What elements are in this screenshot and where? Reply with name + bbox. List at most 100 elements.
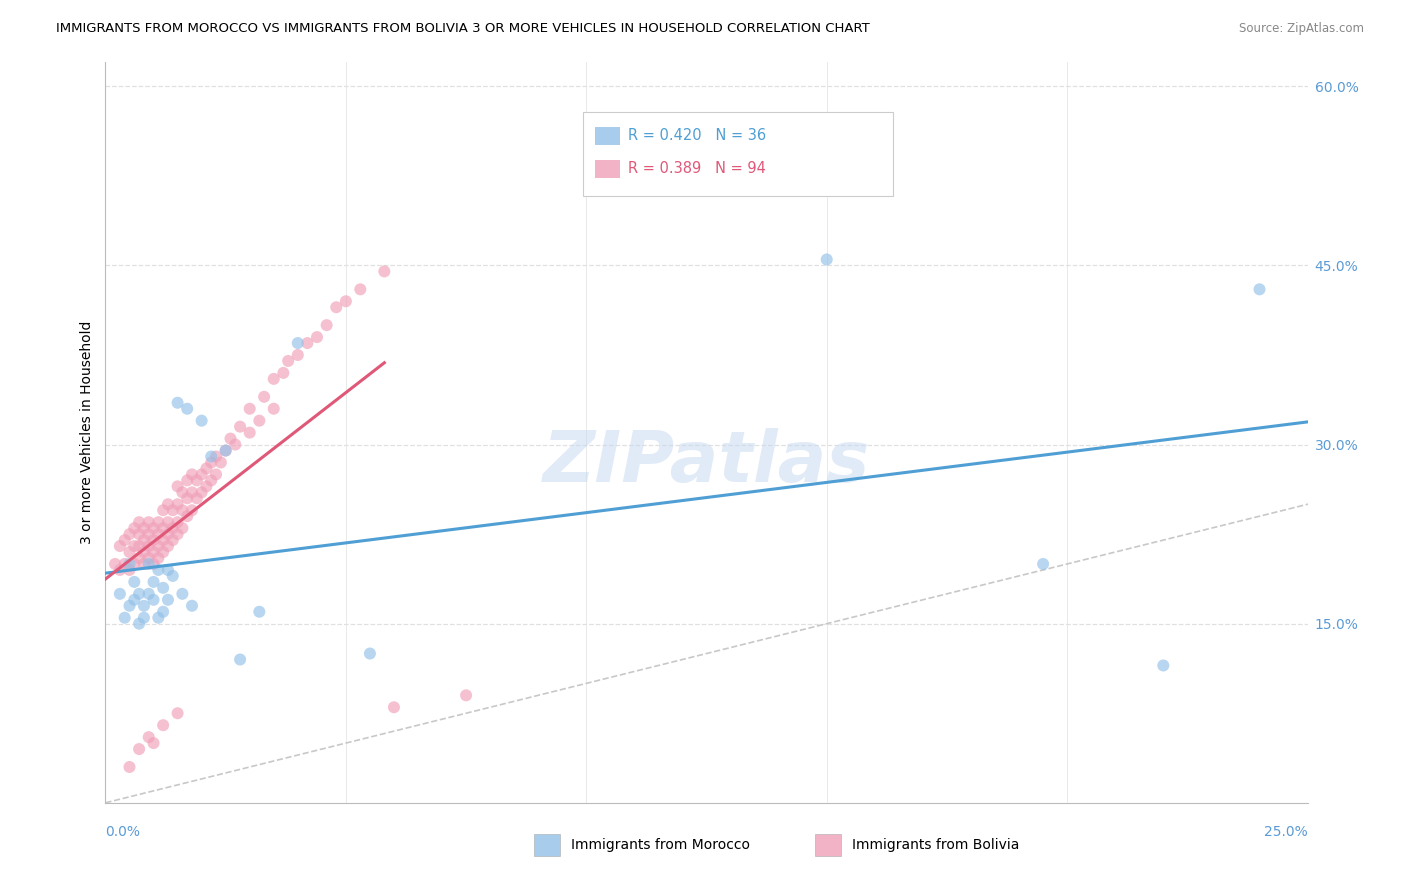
Point — [239, 401, 262, 416]
Point — [200, 455, 222, 469]
Point — [156, 497, 179, 511]
Point — [118, 760, 141, 774]
Point — [195, 479, 218, 493]
Point — [172, 587, 194, 601]
Point — [128, 515, 150, 529]
Text: 0.0%: 0.0% — [105, 825, 141, 839]
Point — [200, 474, 222, 488]
Point — [176, 509, 198, 524]
Point — [108, 587, 131, 601]
Point — [124, 521, 146, 535]
Point — [373, 264, 395, 278]
Point — [297, 336, 319, 351]
Point — [118, 557, 141, 571]
Point — [815, 252, 838, 267]
Point — [128, 742, 150, 756]
Point — [190, 414, 212, 428]
Point — [176, 491, 198, 506]
Point — [124, 539, 146, 553]
Point — [138, 730, 160, 744]
Point — [305, 330, 328, 344]
Point — [148, 551, 170, 566]
Point — [142, 521, 165, 535]
Point — [1152, 658, 1174, 673]
Point — [349, 282, 371, 296]
Point — [142, 592, 165, 607]
Point — [132, 521, 155, 535]
Point — [273, 366, 295, 380]
Point — [205, 450, 228, 464]
Point — [128, 587, 150, 601]
Point — [315, 318, 337, 333]
Point — [148, 515, 170, 529]
Text: R = 0.389   N = 94: R = 0.389 N = 94 — [628, 161, 766, 176]
Point — [132, 599, 155, 613]
Point — [152, 521, 174, 535]
Text: ZIPatlas: ZIPatlas — [543, 428, 870, 497]
Point — [124, 557, 146, 571]
Text: R = 0.420   N = 36: R = 0.420 N = 36 — [628, 128, 766, 143]
Text: Source: ZipAtlas.com: Source: ZipAtlas.com — [1239, 22, 1364, 36]
Point — [156, 592, 179, 607]
Point — [224, 437, 246, 451]
Point — [162, 569, 184, 583]
Point — [287, 348, 309, 362]
Point — [138, 539, 160, 553]
Point — [104, 557, 127, 571]
Point — [181, 599, 204, 613]
Point — [118, 527, 141, 541]
Point — [152, 605, 174, 619]
Point — [148, 527, 170, 541]
Point — [172, 521, 194, 535]
Point — [128, 527, 150, 541]
Point — [156, 527, 179, 541]
Point — [205, 467, 228, 482]
Point — [454, 689, 477, 703]
Point — [128, 616, 150, 631]
Point — [152, 533, 174, 547]
Point — [138, 587, 160, 601]
Point — [142, 545, 165, 559]
Point — [166, 515, 188, 529]
Point — [132, 611, 155, 625]
Point — [138, 527, 160, 541]
Point — [124, 574, 146, 589]
Point — [142, 574, 165, 589]
Point — [108, 563, 131, 577]
Point — [142, 557, 165, 571]
Point — [181, 485, 204, 500]
Point — [152, 581, 174, 595]
Point — [166, 479, 188, 493]
Point — [181, 503, 204, 517]
Point — [247, 414, 270, 428]
Point — [263, 401, 285, 416]
Point — [166, 396, 188, 410]
Point — [152, 503, 174, 517]
Point — [152, 718, 174, 732]
Point — [128, 551, 150, 566]
Point — [214, 443, 236, 458]
Text: Immigrants from Morocco: Immigrants from Morocco — [571, 838, 749, 852]
Point — [118, 563, 141, 577]
Point — [172, 485, 194, 500]
Point — [176, 401, 198, 416]
Point — [156, 539, 179, 553]
Point — [162, 521, 184, 535]
Point — [277, 354, 299, 368]
Point — [1032, 557, 1054, 571]
Point — [156, 515, 179, 529]
Text: Immigrants from Bolivia: Immigrants from Bolivia — [852, 838, 1019, 852]
Point — [114, 557, 136, 571]
Text: 25.0%: 25.0% — [1264, 825, 1308, 839]
Point — [247, 605, 270, 619]
Point — [190, 467, 212, 482]
Point — [166, 527, 188, 541]
Point — [229, 419, 252, 434]
Point — [229, 652, 252, 666]
Point — [335, 294, 357, 309]
Point — [359, 647, 381, 661]
Point — [118, 599, 141, 613]
Point — [162, 503, 184, 517]
Point — [152, 545, 174, 559]
Point — [114, 611, 136, 625]
